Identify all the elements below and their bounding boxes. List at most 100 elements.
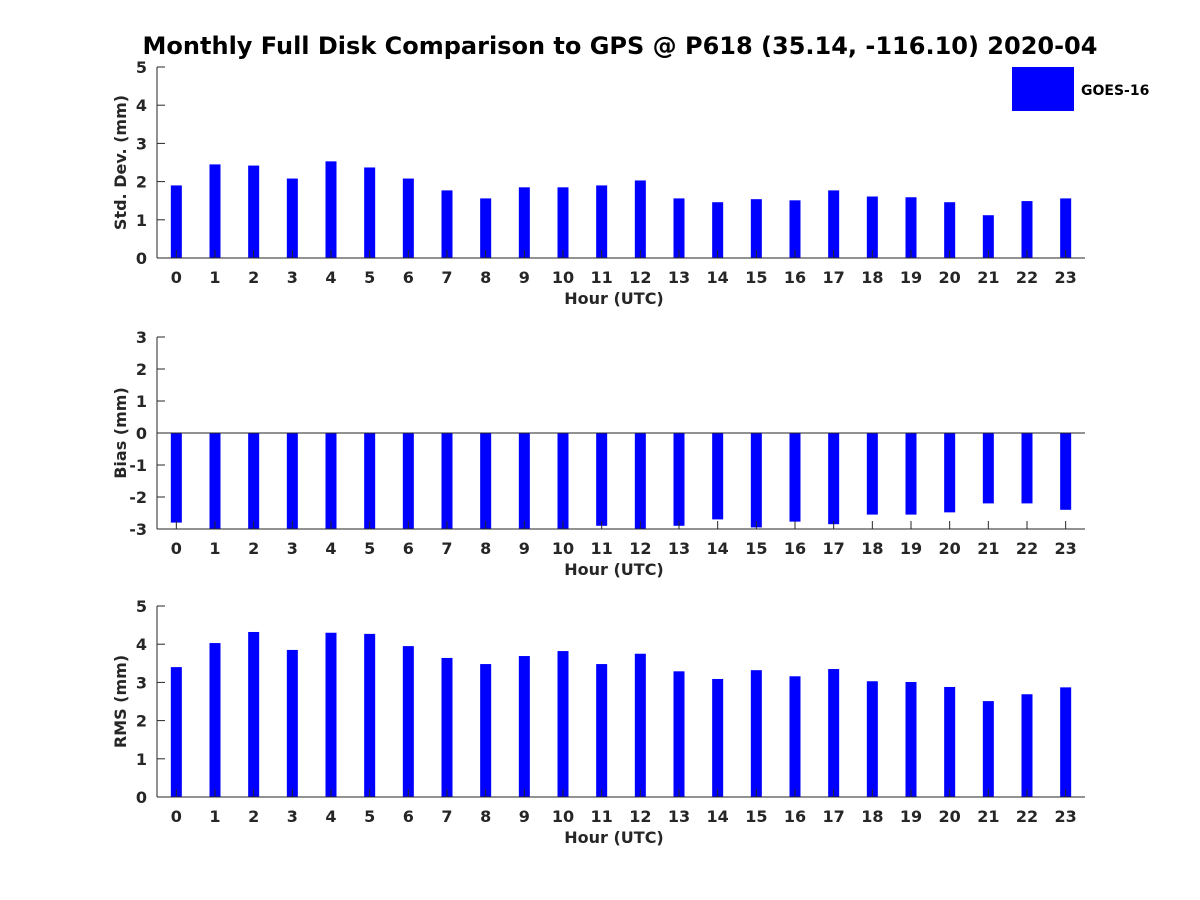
x-tick-label-bias: 4 — [325, 539, 336, 558]
x-tick-label-bias: 22 — [1016, 539, 1038, 558]
x-tick-label-rms: 13 — [668, 807, 690, 826]
bar-std-hour-10 — [557, 187, 569, 258]
x-tick-label-rms: 19 — [900, 807, 922, 826]
y-tick-label-std: 2 — [136, 173, 147, 192]
bar-rms-hour-21 — [982, 701, 994, 797]
bar-std-hour-0 — [170, 185, 182, 258]
bar-std-hour-17 — [828, 190, 840, 258]
bar-std-hour-14 — [712, 202, 724, 258]
bar-std-hour-15 — [750, 199, 762, 258]
x-tick-label-bias: 3 — [287, 539, 298, 558]
legend-label-goes-16: GOES-16 — [1081, 83, 1149, 99]
x-tick-label-bias: 7 — [441, 539, 452, 558]
x-tick-label-std: 5 — [364, 268, 375, 287]
x-axis-label-bias: Hour (UTC) — [564, 560, 664, 579]
bar-bias-hour-1 — [209, 433, 221, 529]
x-tick-label-std: 15 — [745, 268, 767, 287]
bar-bias-hour-16 — [789, 433, 801, 522]
x-tick-label-rms: 12 — [629, 807, 651, 826]
y-axis-label-rms: RMS (mm) — [111, 655, 130, 748]
x-tick-label-std: 0 — [171, 268, 182, 287]
bar-rms-hour-16 — [789, 676, 801, 797]
x-tick-label-std: 1 — [209, 268, 220, 287]
bar-rms-hour-8 — [480, 664, 492, 797]
y-tick-label-rms: 5 — [136, 597, 147, 616]
legend-swatch-goes-16 — [1012, 67, 1074, 111]
x-tick-label-bias: 21 — [977, 539, 999, 558]
x-tick-label-bias: 13 — [668, 539, 690, 558]
x-tick-label-std: 4 — [325, 268, 336, 287]
x-tick-label-std: 18 — [861, 268, 883, 287]
y-tick-label-rms: 2 — [136, 712, 147, 731]
bar-bias-hour-17 — [828, 433, 840, 525]
x-tick-label-bias: 20 — [939, 539, 961, 558]
y-tick-label-std: 4 — [136, 96, 147, 115]
bars-rms — [170, 631, 1072, 797]
bar-bias-hour-18 — [866, 433, 878, 515]
bar-bias-hour-22 — [1021, 433, 1033, 504]
bar-bias-hour-9 — [518, 433, 530, 529]
x-tick-label-std: 19 — [900, 268, 922, 287]
x-tick-label-bias: 23 — [1055, 539, 1077, 558]
bar-bias-hour-14 — [712, 433, 724, 520]
chart-title: Monthly Full Disk Comparison to GPS @ P6… — [143, 32, 1098, 60]
x-tick-label-bias: 0 — [171, 539, 182, 558]
x-tick-label-rms: 9 — [519, 807, 530, 826]
x-tick-label-std: 7 — [441, 268, 452, 287]
bar-std-hour-5 — [364, 167, 376, 258]
bar-rms-hour-23 — [1060, 687, 1072, 797]
y-tick-label-rms: 3 — [136, 673, 147, 692]
bar-bias-hour-3 — [286, 433, 298, 529]
bar-std-hour-2 — [248, 165, 260, 258]
x-tick-label-rms: 6 — [403, 807, 414, 826]
y-tick-label-std: 3 — [136, 134, 147, 153]
bar-bias-hour-23 — [1060, 433, 1072, 510]
bar-std-hour-23 — [1060, 198, 1072, 258]
x-tick-label-rms: 8 — [480, 807, 491, 826]
bar-std-hour-1 — [209, 164, 221, 258]
bar-bias-hour-4 — [325, 433, 337, 529]
x-tick-label-std: 20 — [939, 268, 961, 287]
x-tick-label-std: 2 — [248, 268, 259, 287]
x-tick-label-rms: 15 — [745, 807, 767, 826]
y-tick-label-bias: 0 — [136, 424, 147, 443]
bar-std-hour-22 — [1021, 201, 1033, 258]
bar-rms-hour-12 — [634, 653, 646, 797]
bar-rms-hour-1 — [209, 643, 221, 797]
x-tick-label-std: 23 — [1055, 268, 1077, 287]
x-tick-label-rms: 17 — [823, 807, 845, 826]
y-tick-label-rms: 4 — [136, 635, 147, 654]
x-tick-label-bias: 12 — [629, 539, 651, 558]
x-tick-label-std: 3 — [287, 268, 298, 287]
bar-rms-hour-0 — [170, 667, 182, 797]
bar-rms-hour-13 — [673, 671, 685, 797]
x-tick-label-bias: 16 — [784, 539, 806, 558]
x-tick-label-std: 16 — [784, 268, 806, 287]
x-tick-label-rms: 14 — [707, 807, 729, 826]
y-tick-label-bias: 1 — [136, 392, 147, 411]
bar-rms-hour-22 — [1021, 694, 1033, 797]
x-tick-label-rms: 10 — [552, 807, 574, 826]
x-tick-label-std: 17 — [823, 268, 845, 287]
bar-std-hour-20 — [944, 202, 956, 258]
x-tick-label-bias: 11 — [591, 539, 613, 558]
bar-rms-hour-5 — [364, 633, 376, 797]
x-tick-label-bias: 15 — [745, 539, 767, 558]
x-tick-label-std: 14 — [707, 268, 729, 287]
bar-bias-hour-12 — [634, 433, 646, 529]
bar-bias-hour-8 — [480, 433, 492, 529]
x-tick-label-bias: 19 — [900, 539, 922, 558]
bar-std-hour-12 — [634, 180, 646, 258]
x-tick-label-bias: 5 — [364, 539, 375, 558]
bar-bias-hour-15 — [750, 433, 762, 528]
bars-std — [170, 161, 1072, 258]
x-tick-label-std: 22 — [1016, 268, 1038, 287]
bar-rms-hour-6 — [402, 646, 414, 797]
bar-rms-hour-3 — [286, 649, 298, 797]
x-tick-label-std: 11 — [591, 268, 613, 287]
bar-std-hour-6 — [402, 178, 414, 258]
bar-rms-hour-2 — [248, 631, 260, 797]
